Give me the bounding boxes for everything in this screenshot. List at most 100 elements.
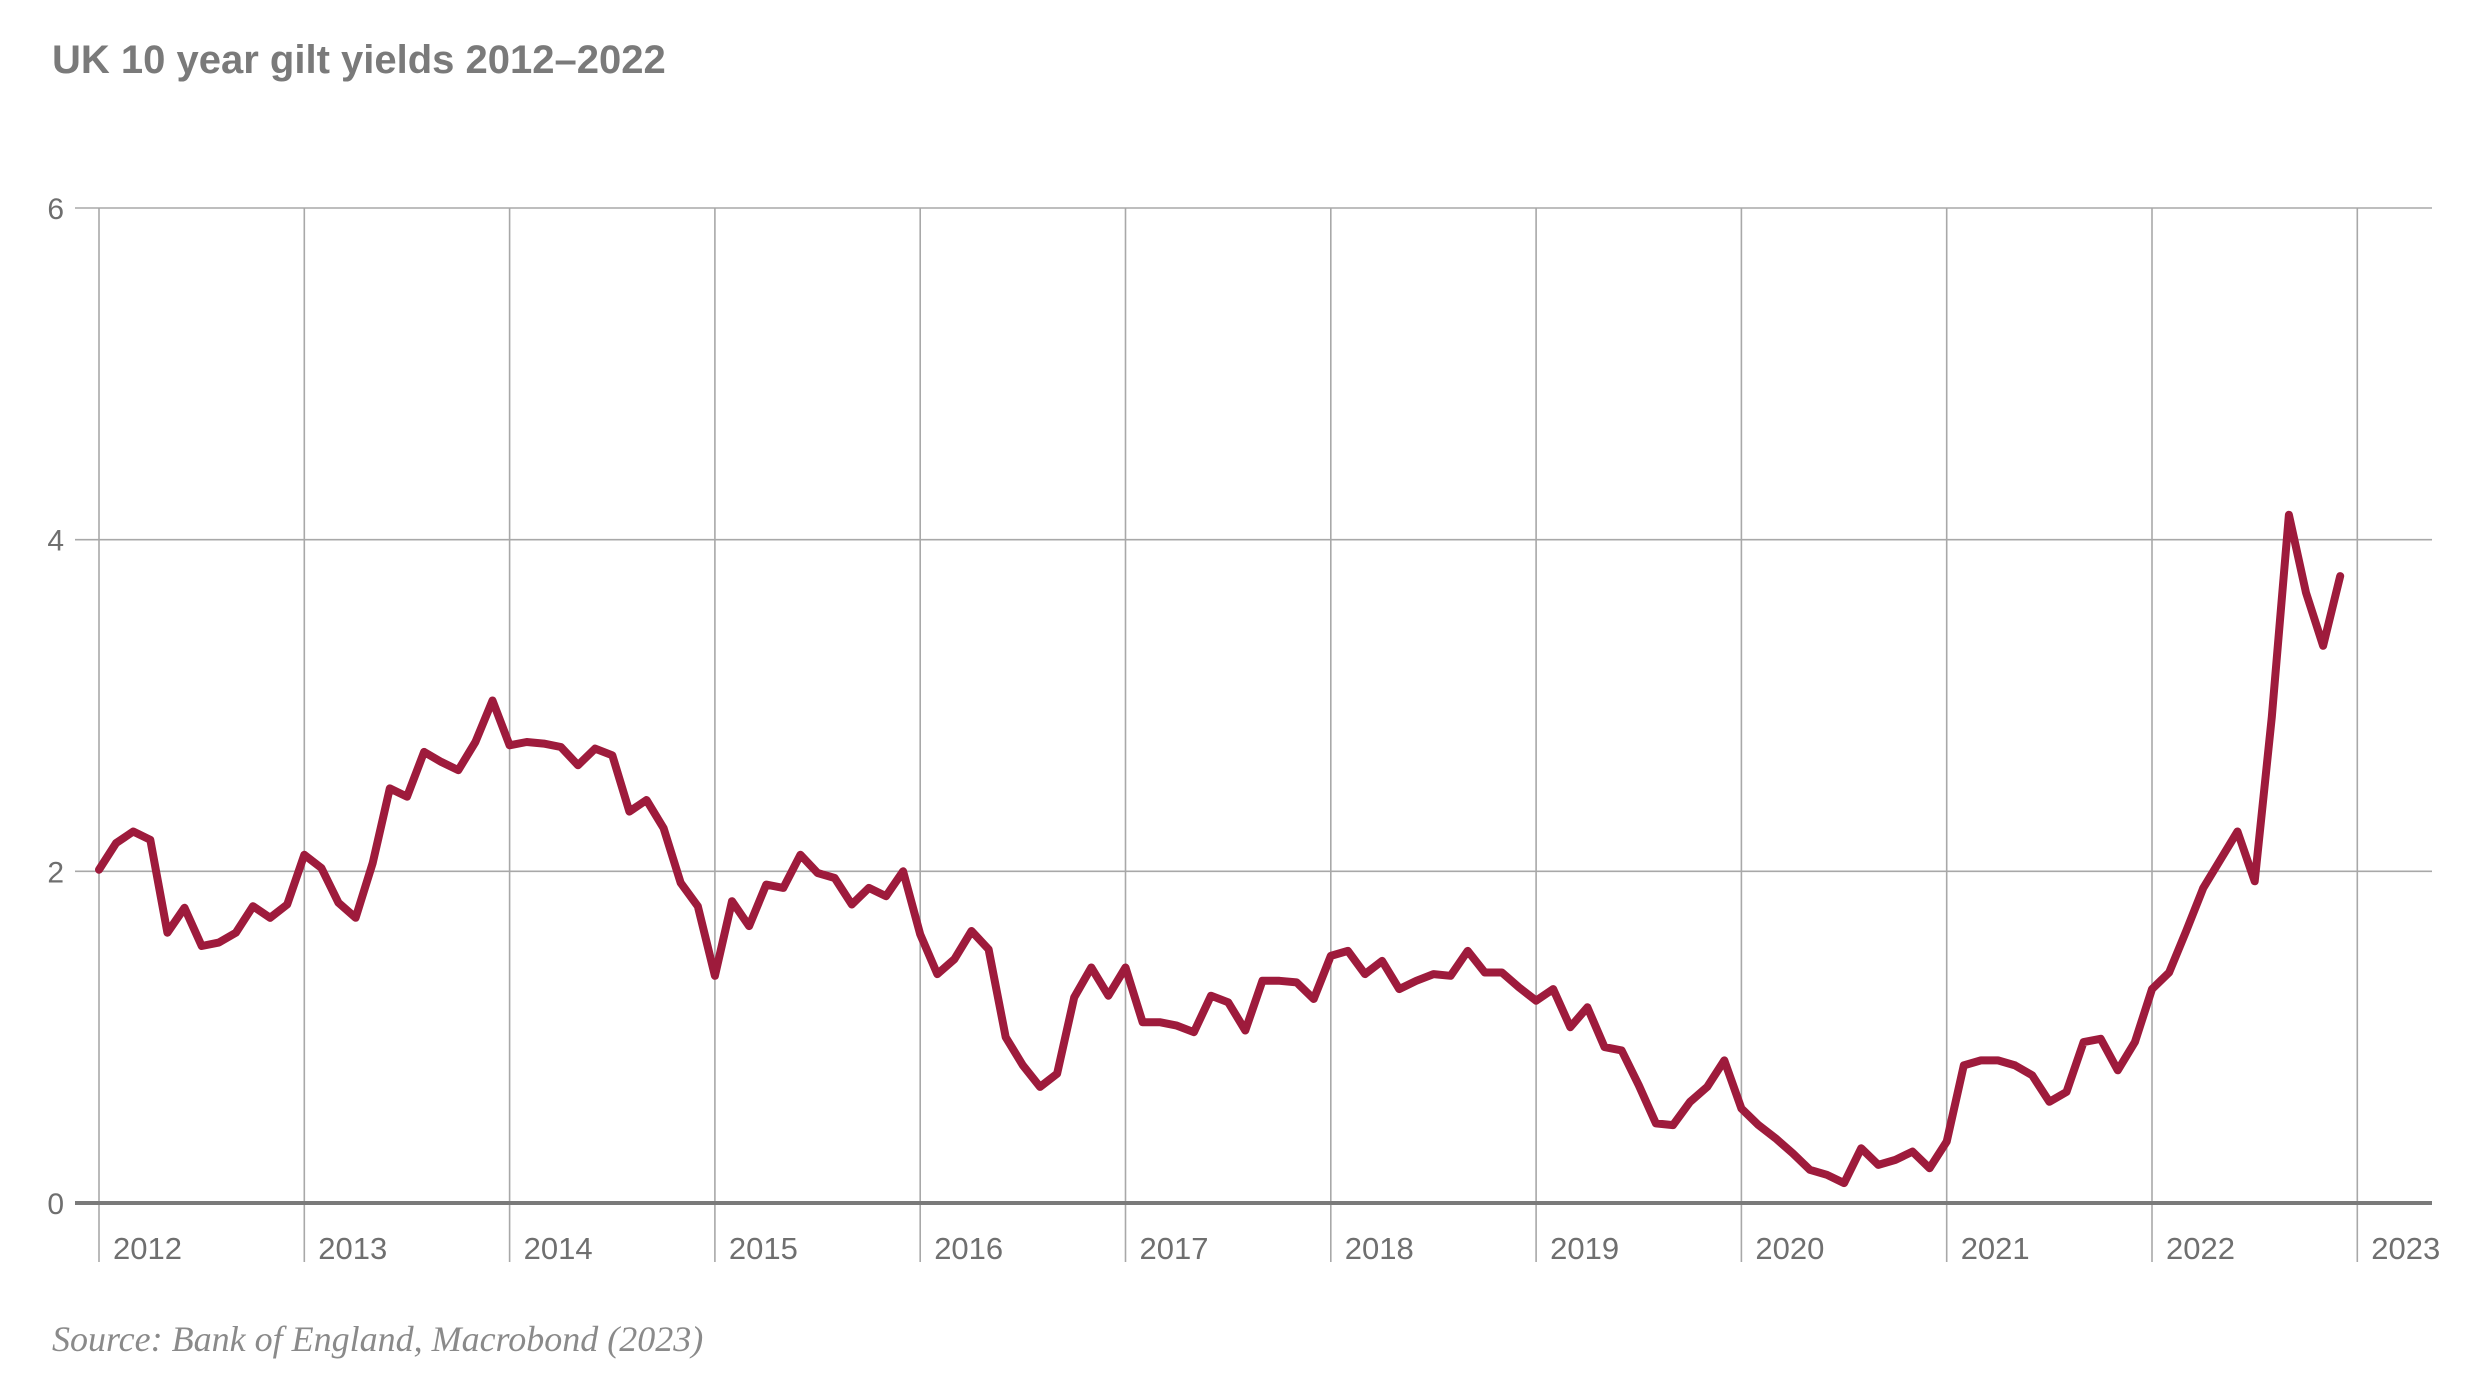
data-point bbox=[1122, 964, 1129, 971]
data-point bbox=[831, 874, 839, 882]
data-point bbox=[1173, 1022, 1181, 1030]
data-point bbox=[1378, 957, 1386, 965]
data-point bbox=[112, 839, 120, 847]
data-point bbox=[1361, 970, 1369, 978]
data-point bbox=[437, 758, 445, 766]
data-point bbox=[1874, 1161, 1882, 1169]
x-tick-label: 2023 bbox=[2371, 1231, 2440, 1266]
data-point bbox=[677, 879, 685, 887]
data-point bbox=[1515, 983, 1523, 991]
data-point bbox=[591, 745, 599, 753]
data-point bbox=[1652, 1119, 1660, 1127]
data-point bbox=[471, 738, 479, 746]
data-point bbox=[523, 738, 531, 746]
data-point bbox=[2285, 511, 2293, 519]
data-point bbox=[95, 866, 103, 874]
data-point bbox=[1190, 1028, 1198, 1036]
data-point bbox=[1293, 978, 1301, 986]
data-point bbox=[1926, 1164, 1934, 1172]
data-point bbox=[2028, 1071, 2036, 1079]
x-tick-label: 2013 bbox=[318, 1231, 387, 1266]
data-point bbox=[163, 929, 171, 937]
data-point bbox=[2080, 1038, 2088, 1046]
x-tick-label: 2017 bbox=[1140, 1231, 1209, 1266]
data-point bbox=[968, 927, 975, 935]
data-point bbox=[1977, 1056, 1985, 1064]
data-point bbox=[694, 902, 702, 910]
data-point bbox=[2251, 877, 2259, 885]
data-point bbox=[2114, 1066, 2122, 1074]
data-point bbox=[1395, 985, 1403, 993]
data-point bbox=[745, 922, 753, 930]
data-point bbox=[1087, 964, 1095, 971]
data-point bbox=[1583, 1003, 1591, 1011]
data-point bbox=[2148, 985, 2156, 993]
data-point bbox=[882, 892, 890, 900]
x-tick-label: 2015 bbox=[729, 1231, 798, 1266]
y-tick-label: 4 bbox=[47, 525, 64, 558]
data-point bbox=[1139, 1018, 1147, 1026]
data-point bbox=[1258, 977, 1266, 985]
data-point bbox=[916, 930, 924, 938]
vertical-gridlines bbox=[98, 208, 2359, 1262]
data-point bbox=[454, 766, 462, 774]
data-point bbox=[1224, 998, 1232, 1006]
data-point bbox=[1566, 1023, 1574, 1031]
data-point bbox=[557, 743, 565, 751]
x-tick-label: 2016 bbox=[934, 1231, 1003, 1266]
data-point bbox=[848, 901, 856, 908]
data-point bbox=[1755, 1121, 1762, 1129]
series-line-0 bbox=[95, 510, 2345, 1188]
data-point bbox=[1053, 1070, 1061, 1078]
data-point bbox=[950, 955, 958, 963]
data-point bbox=[1789, 1149, 1797, 1157]
data-point bbox=[1909, 1148, 1916, 1156]
data-point bbox=[181, 904, 188, 912]
data-point bbox=[2011, 1061, 2019, 1069]
data-point bbox=[352, 914, 360, 922]
data-point bbox=[711, 972, 719, 980]
data-point bbox=[1070, 993, 1078, 1001]
data-point bbox=[1686, 1098, 1694, 1106]
data-point bbox=[985, 945, 993, 953]
data-point bbox=[574, 761, 582, 769]
data-point bbox=[540, 740, 548, 748]
data-point bbox=[2131, 1038, 2139, 1046]
data-point bbox=[796, 851, 804, 859]
x-tick-label: 2018 bbox=[1345, 1231, 1414, 1266]
data-point bbox=[1464, 947, 1472, 955]
x-tick-label: 2020 bbox=[1755, 1231, 1824, 1266]
data-point bbox=[1207, 992, 1215, 1000]
data-point bbox=[1601, 1043, 1608, 1051]
data-point bbox=[1703, 1083, 1711, 1091]
data-point bbox=[420, 748, 428, 756]
data-point bbox=[1156, 1018, 1164, 1026]
data-point bbox=[300, 851, 308, 859]
data-point bbox=[1430, 970, 1437, 978]
data-point bbox=[1532, 997, 1540, 1005]
data-point bbox=[1276, 977, 1283, 985]
data-point bbox=[2234, 828, 2241, 835]
data-point bbox=[198, 942, 206, 950]
source-note: Source: Bank of England, Macrobond (2023… bbox=[52, 1319, 704, 1359]
data-point bbox=[1891, 1156, 1899, 1164]
data-point bbox=[2336, 572, 2344, 580]
x-tick-label: 2022 bbox=[2166, 1231, 2235, 1266]
y-axis-ticks: 0 2 4 6 bbox=[47, 193, 64, 1221]
horizontal-gridlines bbox=[75, 207, 2432, 873]
x-axis-ticks: 2012 2013 2014 2015 2016 2017 2018 2019 2020 2021… bbox=[113, 1231, 2440, 1266]
data-point bbox=[2199, 884, 2207, 892]
data-point bbox=[1019, 1061, 1027, 1069]
data-point bbox=[386, 784, 394, 792]
data-point bbox=[2182, 927, 2190, 935]
data-point bbox=[1310, 995, 1318, 1003]
data-point bbox=[232, 929, 240, 937]
data-point bbox=[1412, 977, 1420, 985]
y-tick-label: 6 bbox=[47, 193, 64, 226]
series-group bbox=[95, 510, 2345, 1188]
x-tick-label: 2021 bbox=[1961, 1231, 2030, 1266]
data-point bbox=[1806, 1166, 1814, 1174]
data-point bbox=[335, 899, 342, 907]
data-point bbox=[625, 808, 633, 816]
data-point bbox=[814, 869, 822, 877]
